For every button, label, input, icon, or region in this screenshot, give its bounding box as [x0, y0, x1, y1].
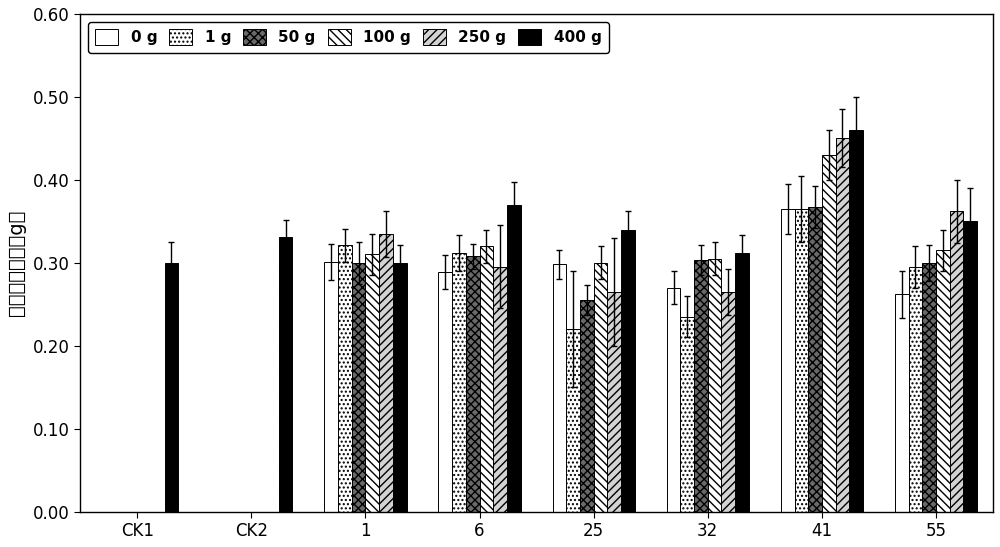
Bar	[165, 263, 178, 511]
Bar	[667, 288, 680, 511]
Bar	[680, 317, 694, 511]
Bar	[607, 292, 621, 511]
Bar	[836, 138, 849, 511]
Bar	[708, 259, 721, 511]
Bar	[580, 300, 594, 511]
Legend: 0 g, 1 g, 50 g, 100 g, 250 g, 400 g: 0 g, 1 g, 50 g, 100 g, 250 g, 400 g	[88, 21, 609, 53]
Bar	[963, 222, 977, 511]
Bar	[566, 329, 580, 511]
Bar	[909, 267, 922, 511]
Bar	[822, 155, 836, 511]
Bar	[621, 230, 635, 511]
Bar	[507, 205, 521, 511]
Bar	[324, 262, 338, 511]
Bar	[493, 267, 507, 511]
Bar	[338, 246, 352, 511]
Bar	[950, 211, 963, 511]
Bar	[735, 253, 749, 511]
Bar	[365, 254, 379, 511]
Bar	[352, 263, 365, 511]
Bar	[795, 209, 808, 511]
Bar	[279, 237, 292, 511]
Y-axis label: 地下部分干重（g）: 地下部分干重（g）	[7, 210, 26, 316]
Bar	[849, 130, 863, 511]
Bar	[721, 292, 735, 511]
Bar	[480, 246, 493, 511]
Bar	[438, 272, 452, 511]
Bar	[452, 253, 466, 511]
Bar	[922, 263, 936, 511]
Bar	[781, 209, 795, 511]
Bar	[895, 294, 909, 511]
Bar	[393, 263, 407, 511]
Bar	[694, 260, 708, 511]
Bar	[594, 263, 607, 511]
Bar	[379, 234, 393, 511]
Bar	[936, 251, 950, 511]
Bar	[466, 256, 480, 511]
Bar	[553, 264, 566, 511]
Bar	[808, 207, 822, 511]
